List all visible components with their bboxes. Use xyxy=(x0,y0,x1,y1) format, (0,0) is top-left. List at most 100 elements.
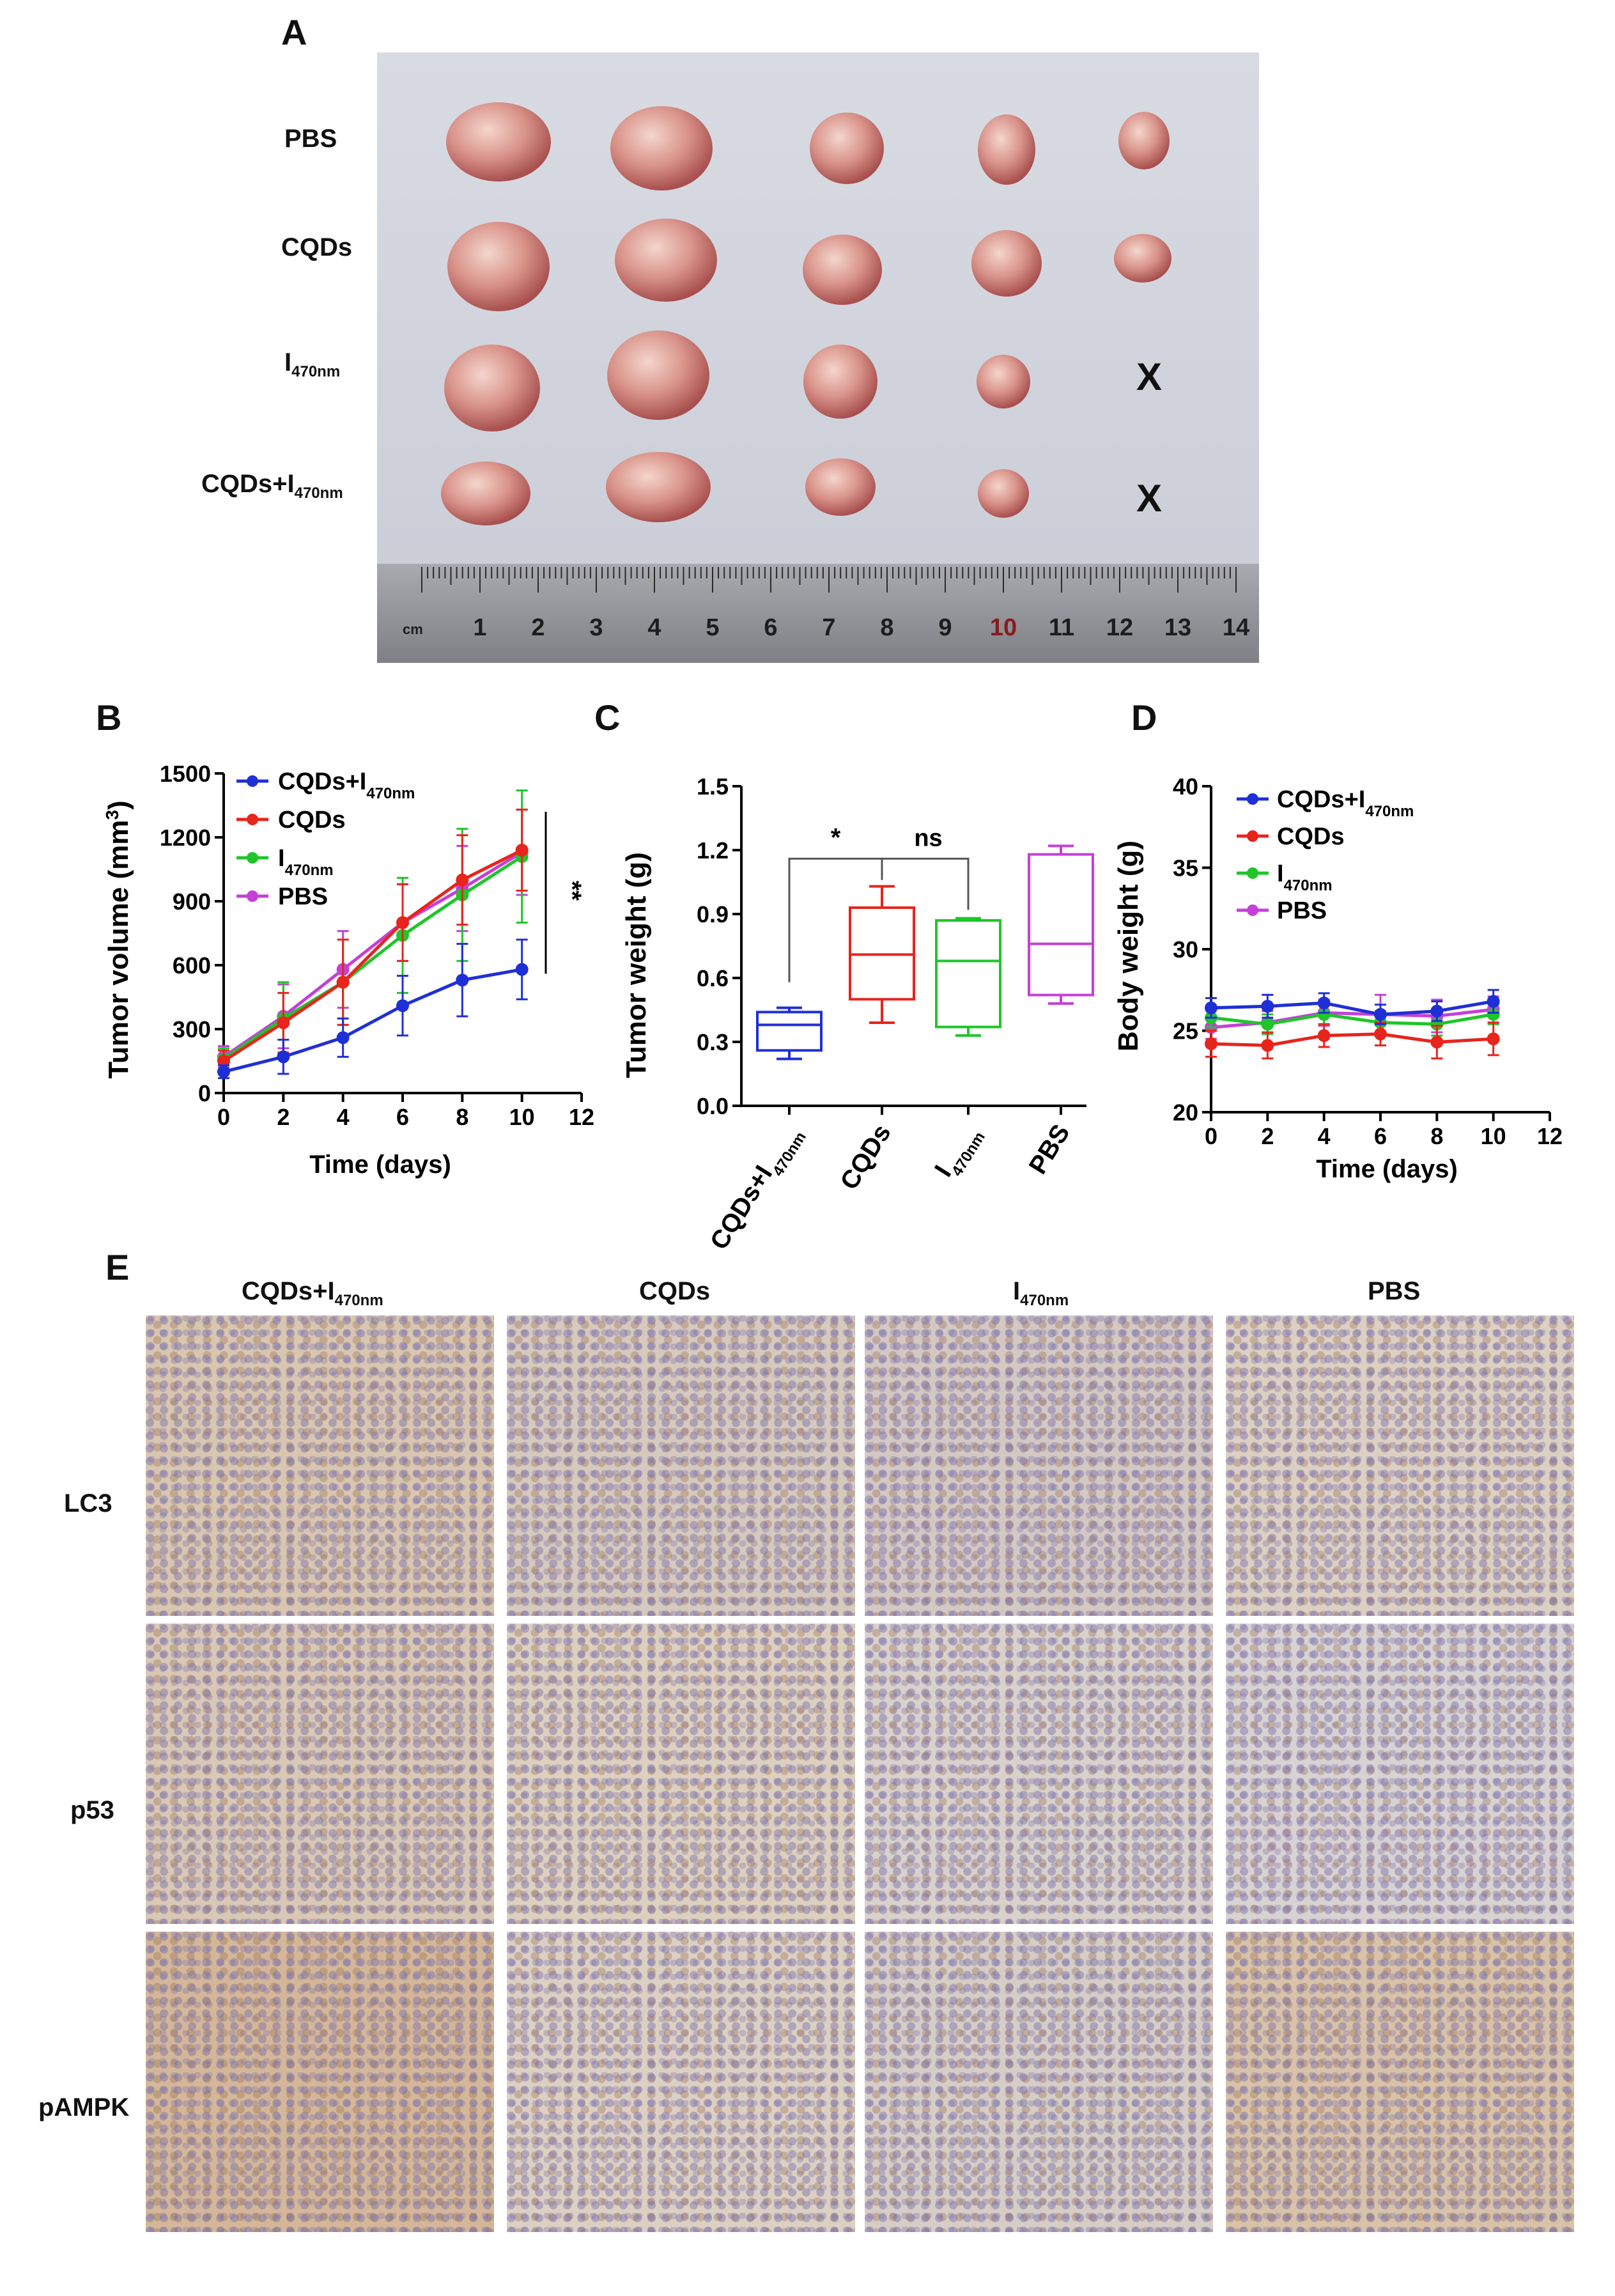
y-tick-label: 0.9 xyxy=(697,901,729,927)
x-tick-label: 0 xyxy=(217,1104,230,1130)
y-tick-label: 35 xyxy=(1173,855,1198,881)
data-point-cqds xyxy=(1261,1039,1274,1052)
tumor-i-2 xyxy=(607,330,709,420)
legend-i470: I470nm xyxy=(278,845,334,879)
data-point-cqds xyxy=(1374,1027,1387,1041)
row-label-cqds-i470: CQDs+I470nm xyxy=(201,470,343,502)
panel-letter-a: A xyxy=(281,12,307,52)
data-point-i xyxy=(1317,1008,1331,1021)
ruler-number: 4 xyxy=(647,614,661,641)
category-label-main: PBS xyxy=(1024,1119,1076,1179)
ruler-number: 7 xyxy=(822,614,835,641)
data-point-cqds_i xyxy=(1374,1008,1387,1021)
y-tick-label: 600 xyxy=(173,952,211,979)
box-pbs xyxy=(1028,853,1094,997)
ruler-number: 9 xyxy=(938,614,952,641)
x-tick-label: 8 xyxy=(1430,1123,1443,1149)
y-tick-label: 0.6 xyxy=(697,965,729,991)
column-label-i470: I470nm xyxy=(1013,1277,1069,1310)
row-label-cqds: CQDs xyxy=(281,233,353,261)
panel-letter-d: D xyxy=(1131,697,1157,738)
series-line-cqds xyxy=(222,848,523,1063)
legend-cqds-i470: CQDs+I470nm xyxy=(1277,786,1414,820)
y-tick-label: 1200 xyxy=(160,825,211,851)
panel-letter-b: B xyxy=(96,697,122,738)
data-point-cqds xyxy=(277,1016,290,1029)
x-tick-label: 2 xyxy=(277,1104,290,1130)
ruler-unit-label: cm xyxy=(403,621,423,637)
panel-letter-e: E xyxy=(105,1247,130,1287)
data-point-cqds xyxy=(217,1055,230,1067)
panel-letter-c: C xyxy=(594,697,621,738)
tumor-cqds-i-2 xyxy=(606,452,711,522)
category-label-sub: 470nm xyxy=(769,1129,809,1179)
tumor-cqds-4 xyxy=(971,230,1042,297)
y-axis-label: Tumor volume (mm3) xyxy=(102,800,135,1078)
data-point-cqds_i xyxy=(336,1031,350,1044)
y-tick-label: 300 xyxy=(173,1016,211,1043)
x-tick-label: 10 xyxy=(1481,1123,1506,1149)
legend: CQDs+I470nm CQDs I470nm PBS xyxy=(236,768,415,910)
ruler-numbers: 1 2 3 4 5 6 7 8 9 10 11 12 13 14 xyxy=(473,614,1249,641)
x-tick-label: 4 xyxy=(337,1104,350,1130)
data-point-cqds_i xyxy=(1487,995,1500,1008)
tumor-cqds-i-3 xyxy=(805,458,876,516)
series-line-cqds xyxy=(1210,1032,1494,1047)
row-label-i470: I470nm xyxy=(284,348,340,381)
y-tick-label: 0.0 xyxy=(697,1093,729,1119)
ruler-number: 8 xyxy=(880,614,893,641)
ihc-image-lc3-1 xyxy=(146,1315,494,1616)
ruler xyxy=(377,564,1259,663)
category-label-sub: 470nm xyxy=(948,1129,988,1179)
y-tick-label: 30 xyxy=(1173,936,1198,963)
ruler-number: 2 xyxy=(531,614,545,641)
scale-bar-label: 50μm xyxy=(1521,2236,1557,2252)
data-point-cqds xyxy=(1317,1029,1331,1043)
x-tick-label: 6 xyxy=(1374,1123,1387,1149)
ruler-number: 12 xyxy=(1106,614,1133,641)
data-point-cqds_i xyxy=(1261,1000,1274,1013)
ihc-image-p53-3 xyxy=(865,1624,1213,1924)
significance-label: ** xyxy=(558,881,586,901)
data-point-cqds xyxy=(1487,1032,1500,1046)
body-weight-chart: 20 25 30 35 40 0 2 4 6 8 10 12 Body weight (g) Time… xyxy=(1113,773,1563,1183)
data-point-cqds_i xyxy=(396,999,409,1012)
data-point-cqds_i xyxy=(277,1050,290,1064)
tumor-cqds-i-4 xyxy=(978,469,1029,518)
data-point-cqds xyxy=(456,873,469,887)
category-label-main: CQDs xyxy=(835,1119,896,1195)
x-tick-label: 6 xyxy=(396,1104,409,1130)
ihc-image-pampk-2 xyxy=(507,1932,855,2232)
data-point-cqds_i xyxy=(456,973,469,987)
category-label-main: CQDs+I xyxy=(705,1161,778,1255)
y-tick-label: 1.5 xyxy=(697,773,729,800)
x-tick-label: 0 xyxy=(1205,1123,1217,1149)
tumor-photo: cm 1 2 3 4 5 6 7 8 9 10 11 12 13 14 xyxy=(377,52,1259,663)
missing-mark-cqds-i470: X xyxy=(1136,477,1163,520)
legend-cqds: CQDs xyxy=(278,807,346,834)
ruler-number: 10 xyxy=(990,614,1017,641)
series-line-i xyxy=(222,855,523,1060)
y-tick-label: 1.2 xyxy=(697,837,729,864)
significance-bracket xyxy=(788,857,883,982)
ihc-image-lc3-4 xyxy=(1226,1315,1574,1616)
box-cqds_i xyxy=(756,1011,823,1052)
category-label: PBS xyxy=(1024,1119,1076,1179)
data-point-cqds_i xyxy=(1430,1004,1444,1018)
x-tick-label: 4 xyxy=(1318,1123,1331,1149)
data-point-cqds_i xyxy=(217,1065,230,1078)
category-label: CQDs+I470nm xyxy=(705,1119,810,1258)
row-label-i470-main: I xyxy=(284,348,292,376)
ihc-image-pampk-3 xyxy=(865,1932,1213,2232)
legend: CQDs+I470nm CQDs I470nm PBS xyxy=(1237,786,1414,924)
significance-label: ns xyxy=(914,825,942,851)
column-label-i470-sub: 470nm xyxy=(1020,1292,1069,1309)
ihc-image-pampk-1 xyxy=(146,1932,494,2232)
x-tick-label: 10 xyxy=(509,1104,535,1130)
box-i xyxy=(935,919,1001,1028)
legend-cqds-i470: CQDs+I470nm xyxy=(278,768,415,802)
ihc-image-lc3-3 xyxy=(865,1315,1213,1616)
missing-mark-i470: X xyxy=(1136,355,1163,398)
data-point-i xyxy=(1261,1018,1274,1031)
series-line-pbs xyxy=(222,851,523,1059)
